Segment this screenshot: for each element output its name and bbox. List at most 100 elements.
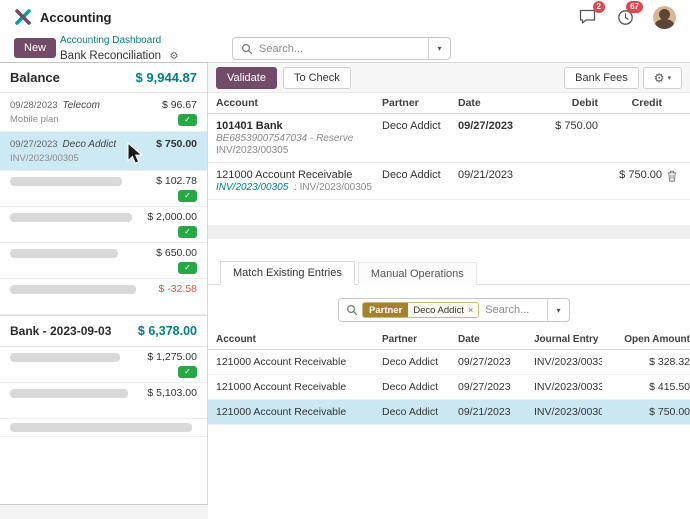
validate-button[interactable]: Validate — [216, 66, 277, 89]
match-search-bar: Partner Deco Addict × ▾ — [338, 298, 570, 322]
match-row-inv-00305-selected[interactable]: 121000 Account Receivable Deco Addict 09… — [208, 399, 690, 425]
match-account: 121000 Account Receivable — [216, 356, 347, 368]
balance-header: Balance $ 9,944.87 — [0, 63, 207, 93]
statement-line-partial[interactable] — [0, 419, 207, 437]
redacted-text-bar — [10, 248, 118, 258]
statement-line[interactable]: $ 102.78 ✓ — [0, 171, 207, 207]
journal-entry-section: Account Partner Date Debit Credit 101401… — [208, 93, 690, 225]
reco-settings-button[interactable]: ⚙ ▾ — [642, 66, 682, 89]
user-avatar[interactable] — [653, 5, 676, 29]
line-amount: $ 102.78 — [156, 175, 197, 187]
entry-partner: Deco Addict — [382, 120, 441, 132]
activities-count-badge: 67 — [626, 1, 643, 13]
bank-fees-button[interactable]: Bank Fees — [564, 66, 639, 89]
entry-actions — [662, 114, 690, 163]
statement-line[interactable]: $ 2,000.00 ✓ — [0, 207, 207, 243]
match-candidates-table: Account Partner Date Journal Entry Open … — [208, 330, 690, 425]
entry-note-invoice: INV/2023/00305 — [216, 145, 289, 156]
app-name[interactable]: Accounting — [40, 9, 112, 25]
matching-tabs: Match Existing Entries Manual Operations — [208, 261, 690, 285]
match-search-input[interactable] — [485, 304, 547, 316]
breadcrumb-accounting-dashboard[interactable]: Accounting Dashboard — [60, 35, 162, 46]
avatar-shoulders — [655, 18, 674, 29]
line-memo: INV/2023/00305 — [10, 153, 79, 164]
line-date: 09/27/2023 — [10, 139, 58, 150]
line-amount: $ 2,000.00 — [147, 211, 197, 223]
invoice-link[interactable]: INV/2023/00305 — [216, 182, 289, 193]
match-row-inv-00337[interactable]: 121000 Account Receivable Deco Addict 09… — [208, 375, 690, 400]
col-partner: Partner — [374, 93, 450, 114]
statement-line[interactable]: $ -32.58 — [0, 279, 207, 315]
match-row-inv-00338[interactable]: 121000 Account Receivable Deco Addict 09… — [208, 350, 690, 375]
statement-line[interactable]: $ 650.00 ✓ — [0, 243, 207, 279]
messages-button[interactable]: 2 — [577, 1, 605, 27]
matched-check-badge: ✓ — [178, 189, 197, 202]
facet-category: Partner — [363, 303, 409, 317]
match-account: 121000 Account Receivable — [216, 406, 347, 418]
chat-bubble-icon — [579, 9, 596, 25]
match-partner: Deco Addict — [382, 381, 439, 393]
bank-section-label: Bank - 2023-09-03 — [10, 324, 112, 338]
statement-line[interactable]: $ 5,103.00 — [0, 383, 207, 419]
to-check-button[interactable]: To Check — [282, 66, 351, 89]
accounting-app-icon[interactable] — [14, 8, 32, 26]
line-amount: $ 96.67 — [161, 99, 197, 111]
redacted-text-bar — [10, 176, 122, 186]
line-partner: Deco Addict — [62, 139, 117, 150]
match-journal-entry: INV/2023/00337 — [534, 381, 602, 393]
search-icon — [241, 43, 253, 55]
entry-debit: $ 750.00 — [555, 120, 598, 132]
activities-button[interactable]: 67 — [615, 1, 643, 27]
match-partner: Deco Addict — [382, 356, 439, 368]
line-amount: $ 1,275.00 — [147, 351, 197, 363]
settings-gear-icon[interactable]: ⚙ — [169, 51, 179, 62]
entry-row-receivable[interactable]: 121000 Account Receivable INV/2023/00305… — [208, 163, 690, 200]
bank-section-header: Bank - 2023-09-03 $ 6,378.00 — [0, 315, 207, 347]
remove-filter-icon[interactable]: × — [467, 305, 474, 315]
line-amount-negative: $ -32.58 — [158, 283, 197, 295]
match-date: 09/27/2023 — [458, 381, 511, 393]
redacted-text-bar — [10, 388, 128, 398]
search-dropdown-toggle[interactable]: ▾ — [428, 38, 450, 59]
col-spacer — [662, 93, 690, 114]
col-date: Date — [450, 93, 532, 114]
search-input[interactable] — [259, 42, 428, 55]
match-search-dropdown-toggle[interactable]: ▾ — [547, 299, 569, 321]
redacted-text-bar — [10, 212, 132, 222]
entry-row-bank[interactable]: 101401 Bank BE68539007547034 - Reserve I… — [208, 114, 690, 163]
search-icon — [346, 304, 358, 316]
entry-credit — [598, 114, 662, 163]
line-amount: $ 5,103.00 — [147, 387, 197, 399]
match-open-amount: $ 328.32 — [649, 356, 690, 368]
entry-account: 101401 Bank — [216, 120, 283, 132]
entry-partner: Deco Addict — [382, 169, 441, 181]
tab-manual-operations[interactable]: Manual Operations — [357, 262, 477, 285]
redacted-text-bar — [10, 352, 120, 362]
matched-check-badge: ✓ — [178, 113, 197, 126]
chevron-down-icon: ▾ — [437, 44, 442, 53]
reconciliation-toolbar: Validate To Check Bank Fees ⚙ ▾ — [208, 63, 690, 93]
messages-count-badge: 2 — [592, 1, 605, 13]
delete-line-icon[interactable] — [667, 169, 677, 182]
match-journal-entry: INV/2023/00305 — [534, 406, 602, 418]
entry-date: 09/21/2023 — [458, 169, 514, 181]
statement-line-deco-addict-selected[interactable]: 09/27/2023 Deco Addict $ 750.00 INV/2023… — [0, 132, 207, 171]
gear-icon: ⚙ — [653, 70, 665, 85]
matched-check-badge: ✓ — [178, 261, 197, 274]
line-date: 09/28/2023 — [10, 100, 58, 111]
partner-filter-facet: Partner Deco Addict × — [362, 302, 480, 318]
breadcrumb-bank-reconciliation: Bank Reconciliation — [60, 50, 162, 62]
statement-line[interactable]: $ 1,275.00 ✓ — [0, 347, 207, 383]
match-date: 09/21/2023 — [458, 406, 511, 418]
match-partner: Deco Addict — [382, 406, 439, 418]
tab-match-existing-entries[interactable]: Match Existing Entries — [220, 261, 355, 285]
line-amount: $ 750.00 — [156, 138, 197, 150]
balance-label: Balance — [10, 70, 60, 85]
statement-line-telecom[interactable]: 09/28/2023 Telecom $ 96.67 Mobile plan ✓ — [0, 93, 207, 132]
invoice-link-suffix: : INV/2023/00305 — [294, 182, 372, 193]
breadcrumb: Accounting Dashboard Bank Reconciliation… — [60, 35, 178, 64]
line-memo: Mobile plan — [10, 114, 59, 125]
col-credit: Credit — [598, 93, 662, 114]
line-amount: $ 650.00 — [156, 247, 197, 259]
new-button[interactable]: New — [14, 38, 57, 58]
